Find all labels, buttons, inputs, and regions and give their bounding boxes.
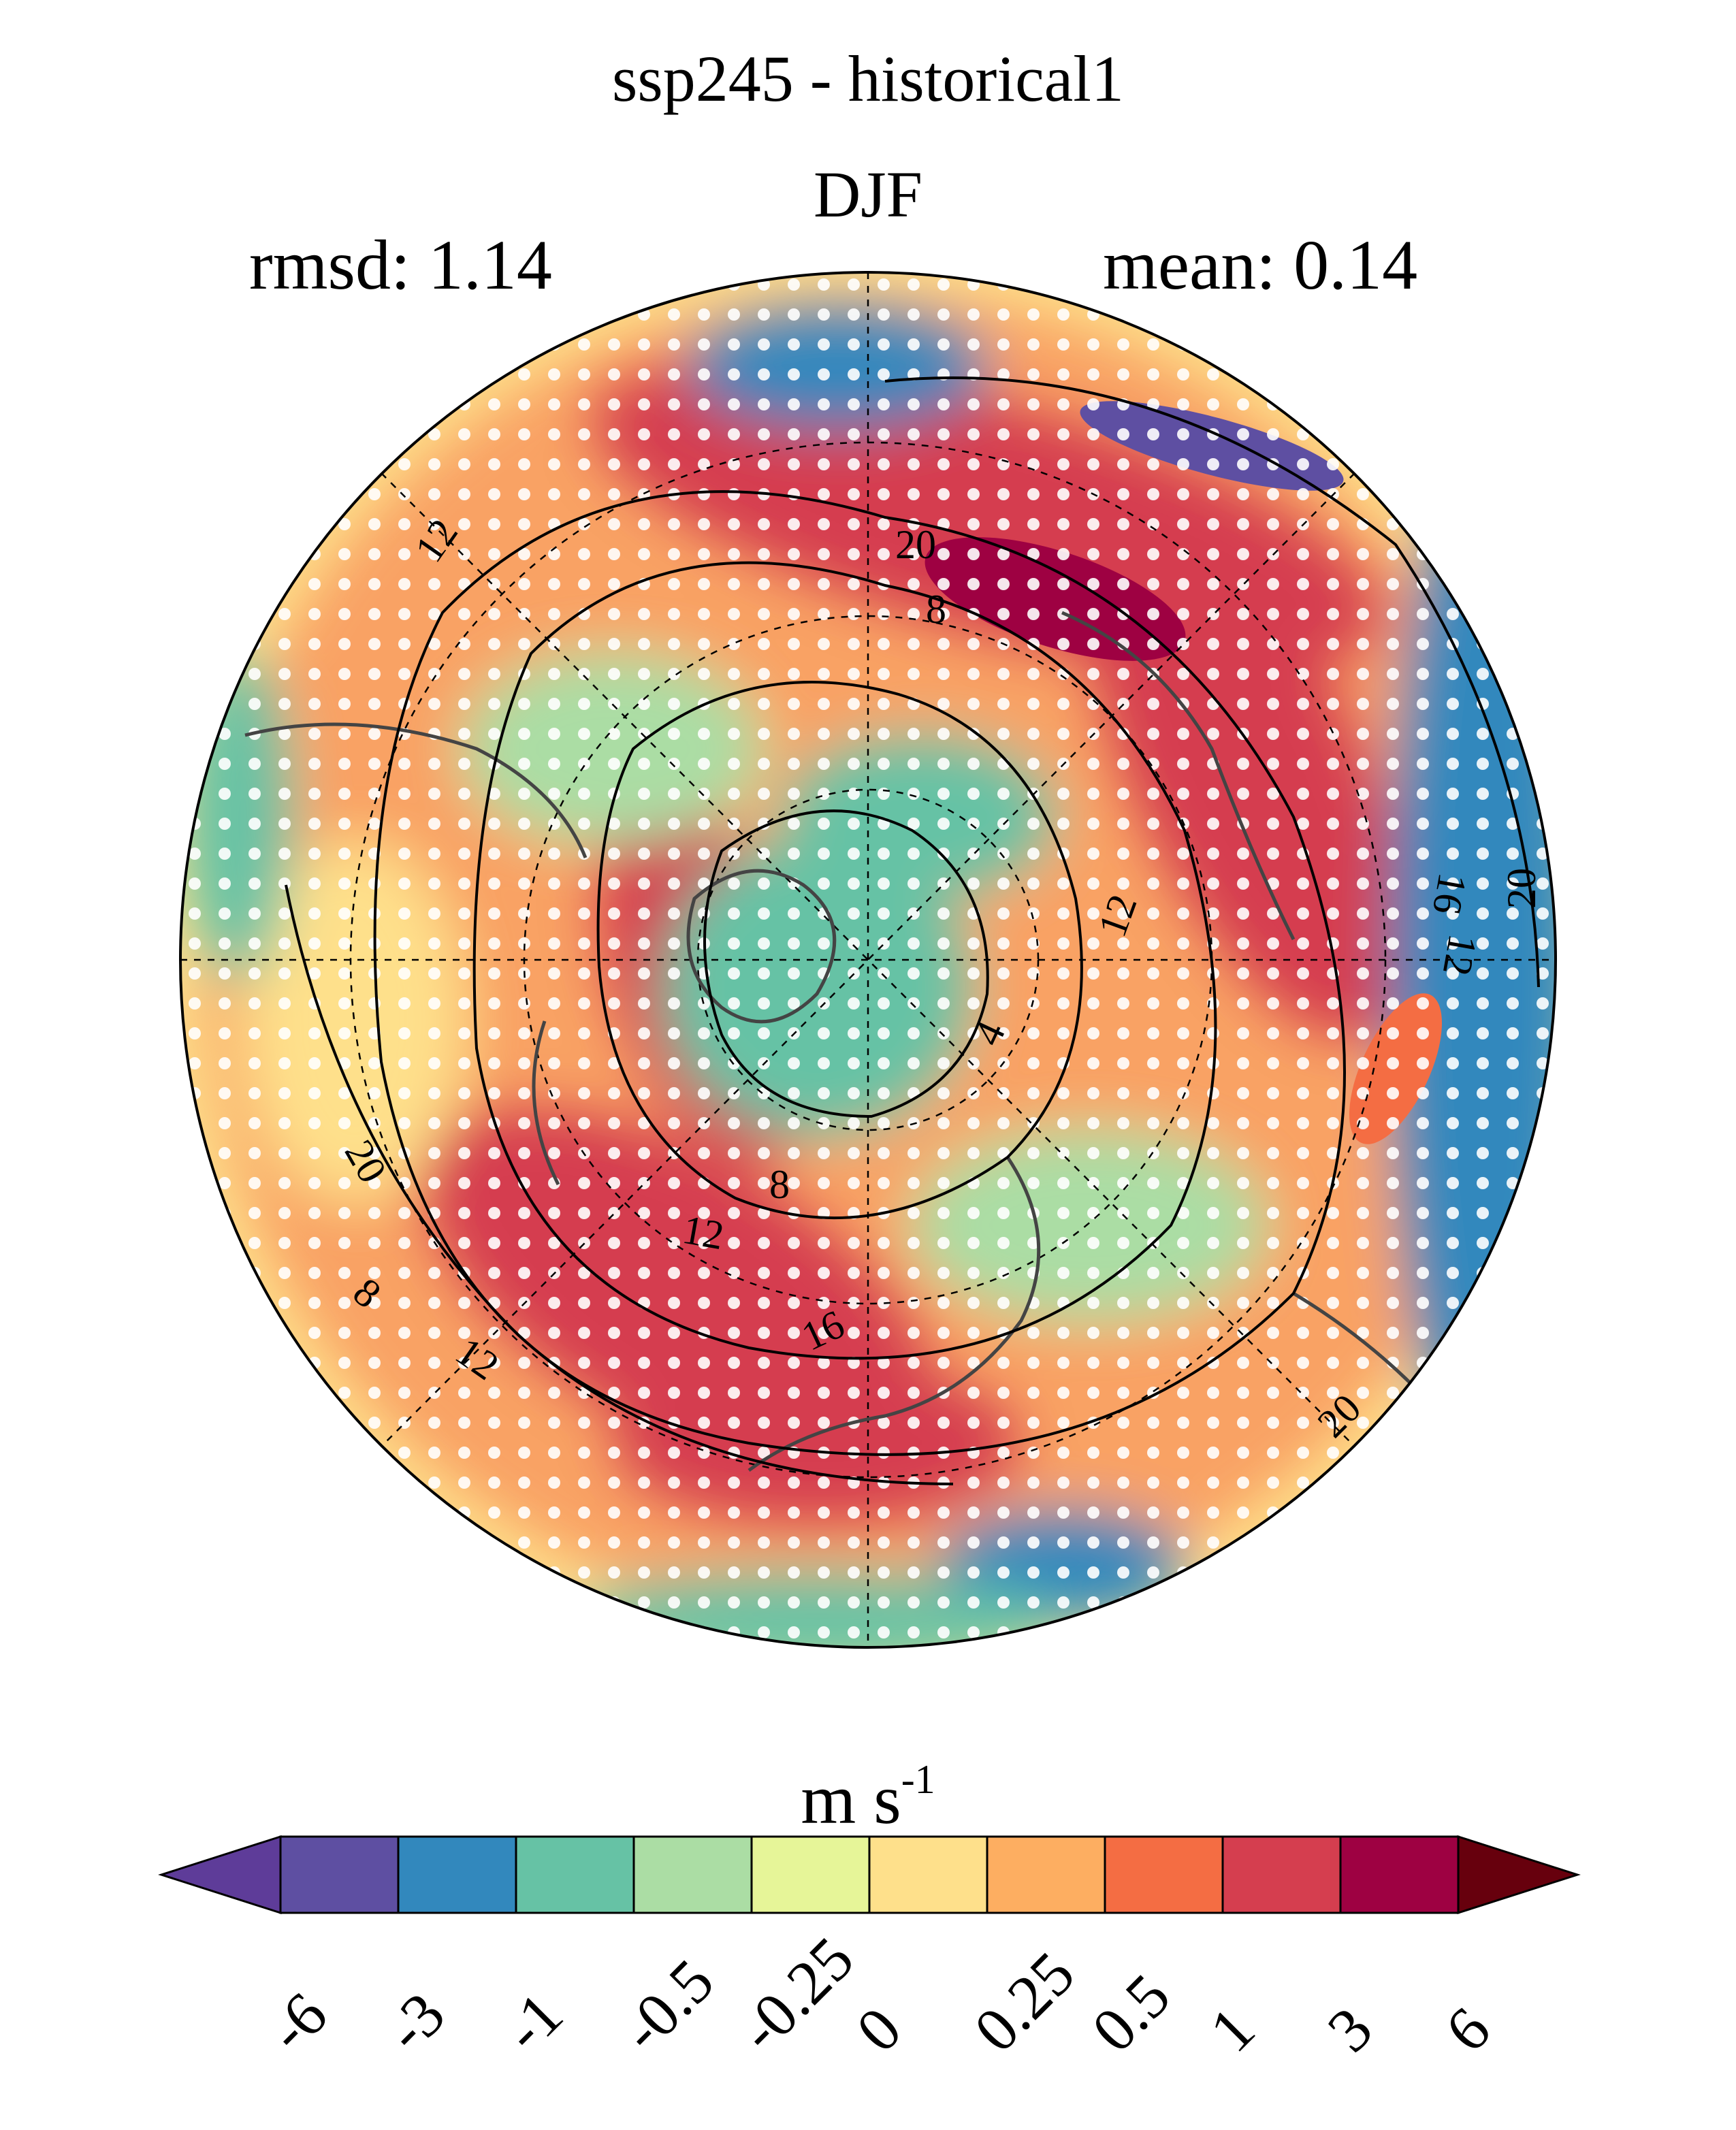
contour-label: 8 — [926, 587, 946, 632]
season-subtitle: DJF — [813, 158, 923, 231]
colorbar-segment — [986, 1835, 1106, 1914]
colorbar-segment — [868, 1835, 988, 1914]
colorbar-segment — [632, 1835, 753, 1914]
colorbar-segment — [1104, 1835, 1224, 1914]
map-boundary — [179, 271, 1557, 1649]
contour-label: 20 — [1499, 868, 1544, 909]
contour-label: 12 — [679, 1207, 728, 1258]
units-base: m s — [801, 1760, 901, 1839]
contour-label: 20 — [895, 522, 936, 567]
colorbar-segment — [515, 1835, 635, 1914]
colorbar-units: m s-1 — [0, 1756, 1736, 1840]
colorbar-segment — [750, 1835, 871, 1914]
colorbar-segment — [279, 1835, 400, 1914]
contour-label: 12 — [1434, 931, 1485, 980]
colorbar-extend-under — [158, 1835, 282, 1915]
colorbar-segment — [1221, 1835, 1342, 1914]
contour-label: 16 — [1424, 870, 1475, 918]
colorbar-segment — [1339, 1835, 1460, 1914]
mean-stat: mean: 0.14 — [1103, 226, 1418, 304]
plot-title: ssp245 - historical1 — [612, 42, 1124, 115]
contour-label: 8 — [769, 1162, 790, 1207]
colorbar-extend-over — [1457, 1835, 1581, 1915]
rmsd-stat: rmsd: 1.14 — [249, 226, 552, 304]
units-exponent: -1 — [901, 1757, 935, 1802]
colorbar-segment — [397, 1835, 517, 1914]
